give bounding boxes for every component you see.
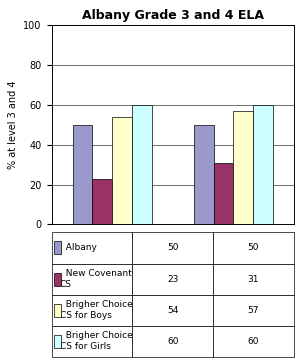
- Y-axis label: % at level 3 and 4: % at level 3 and 4: [8, 81, 18, 169]
- Bar: [92, 179, 112, 224]
- Bar: [214, 163, 233, 224]
- Bar: [194, 125, 214, 224]
- Title: Albany Grade 3 and 4 ELA: Albany Grade 3 and 4 ELA: [82, 8, 264, 21]
- Bar: [132, 105, 152, 224]
- Bar: [253, 105, 273, 224]
- Bar: [112, 117, 132, 224]
- Bar: [233, 111, 253, 224]
- Bar: [73, 125, 92, 224]
